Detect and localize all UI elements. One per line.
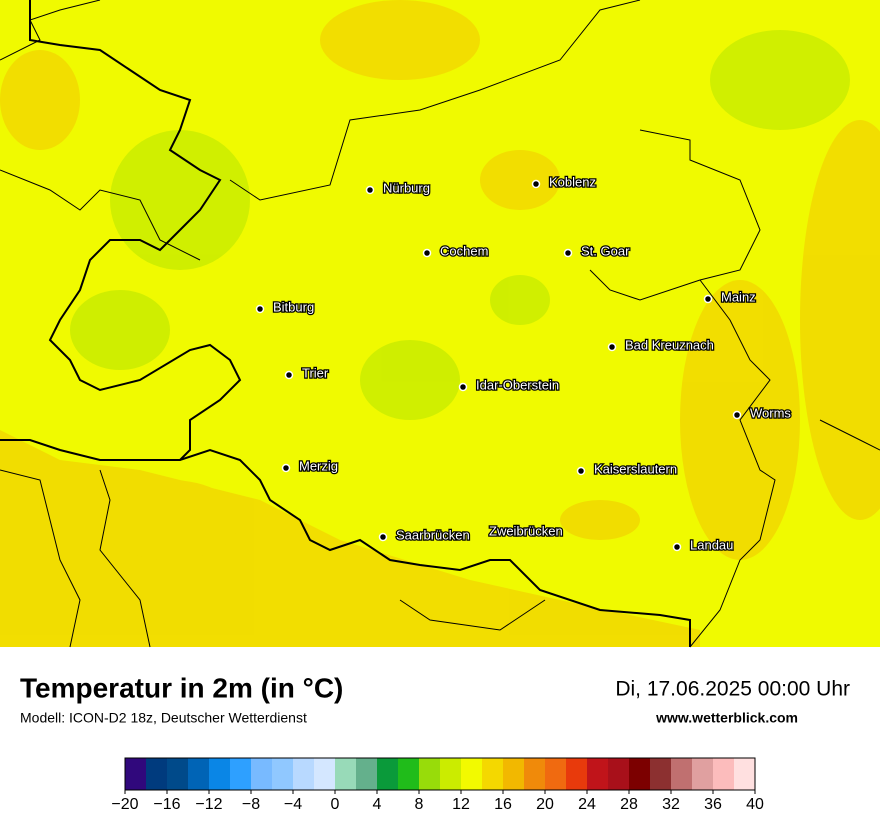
city-label: Trier [302, 365, 329, 380]
city-marker [284, 370, 294, 380]
color-swatch [419, 758, 441, 790]
color-swatch [356, 758, 378, 790]
color-swatch [230, 758, 252, 790]
color-swatch [503, 758, 525, 790]
city-label: Bitburg [273, 299, 314, 314]
color-swatch [293, 758, 315, 790]
city-marker [255, 304, 265, 314]
color-swatch [167, 758, 189, 790]
tick-label: −4 [284, 796, 302, 813]
tick-label: −16 [153, 796, 180, 813]
city-marker [576, 466, 586, 476]
tick-label: 4 [373, 796, 382, 813]
map-subtitle: Modell: ICON-D2 18z, Deutscher Wetterdie… [20, 710, 307, 726]
color-swatch [188, 758, 210, 790]
city-layer: Nürburg Koblenz Cochem St. Goar Mainz Bitburg… [255, 173, 793, 554]
colorbar-frame [124, 757, 756, 791]
color-swatch [650, 758, 672, 790]
city-label: Zweibrücken [489, 523, 563, 538]
color-swatch [587, 758, 609, 790]
color-swatch [377, 758, 399, 790]
tick-label: −8 [242, 796, 260, 813]
city-label: Saarbrücken [396, 527, 470, 542]
tick-label: 0 [331, 796, 340, 813]
tick-label: 12 [452, 796, 470, 813]
city-marker [281, 463, 291, 473]
city-label: Merzig [299, 458, 338, 473]
website: www.wetterblick.com [655, 710, 798, 726]
city-marker [531, 179, 541, 189]
tick-label: 16 [494, 796, 512, 813]
city-marker [458, 382, 468, 392]
color-swatch [272, 758, 294, 790]
colorbar: −20 −16 −12 −8 −4 0 4 8 12 16 20 24 28 32 36 40 [111, 757, 764, 813]
tick-label: 20 [536, 796, 554, 813]
map-title: Temperatur in 2m (in °C) [20, 672, 343, 703]
city-label: Mainz [721, 289, 756, 304]
city-marker [607, 342, 617, 352]
tick-label: −12 [195, 796, 222, 813]
color-swatch [671, 758, 693, 790]
city-label: Cochem [440, 243, 488, 258]
color-swatch [629, 758, 651, 790]
city-label: Bad Kreuznach [625, 337, 714, 352]
city-marker [703, 294, 713, 304]
color-swatch [335, 758, 357, 790]
city-marker [732, 410, 742, 420]
map-background [0, 0, 880, 648]
color-swatch [734, 758, 756, 790]
city-label: Landau [690, 537, 733, 552]
color-swatch [461, 758, 483, 790]
tick-label: −20 [111, 796, 138, 813]
color-swatch [713, 758, 735, 790]
color-swatch [608, 758, 630, 790]
forecast-date: Di, 17.06.2025 00:00 Uhr [615, 678, 850, 701]
color-swatch [209, 758, 231, 790]
city-label: Idar-Oberstein [476, 377, 559, 392]
color-swatch [251, 758, 273, 790]
tick-label: 28 [620, 796, 638, 813]
city-label: Kaiserslautern [594, 461, 677, 476]
city-label: St. Goar [581, 243, 630, 258]
color-swatch [692, 758, 714, 790]
color-swatch [482, 758, 504, 790]
tick-label: 24 [578, 796, 596, 813]
tick-label: 8 [415, 796, 424, 813]
city-label: Worms [750, 405, 791, 420]
color-swatch [524, 758, 546, 790]
tick-label: 36 [704, 796, 722, 813]
color-swatch [398, 758, 420, 790]
color-swatch [545, 758, 567, 790]
city-marker [672, 542, 682, 552]
color-swatch [314, 758, 336, 790]
city-marker [563, 248, 573, 258]
tick-label: 40 [746, 796, 764, 813]
city-marker [422, 248, 432, 258]
tick-label: 32 [662, 796, 680, 813]
city-label: Koblenz [549, 174, 596, 189]
color-swatch [146, 758, 168, 790]
color-swatch [125, 758, 147, 790]
color-swatch [440, 758, 462, 790]
city-marker [378, 532, 388, 542]
city-label: Nürburg [383, 180, 430, 195]
city-marker [365, 185, 375, 195]
color-swatch [566, 758, 588, 790]
